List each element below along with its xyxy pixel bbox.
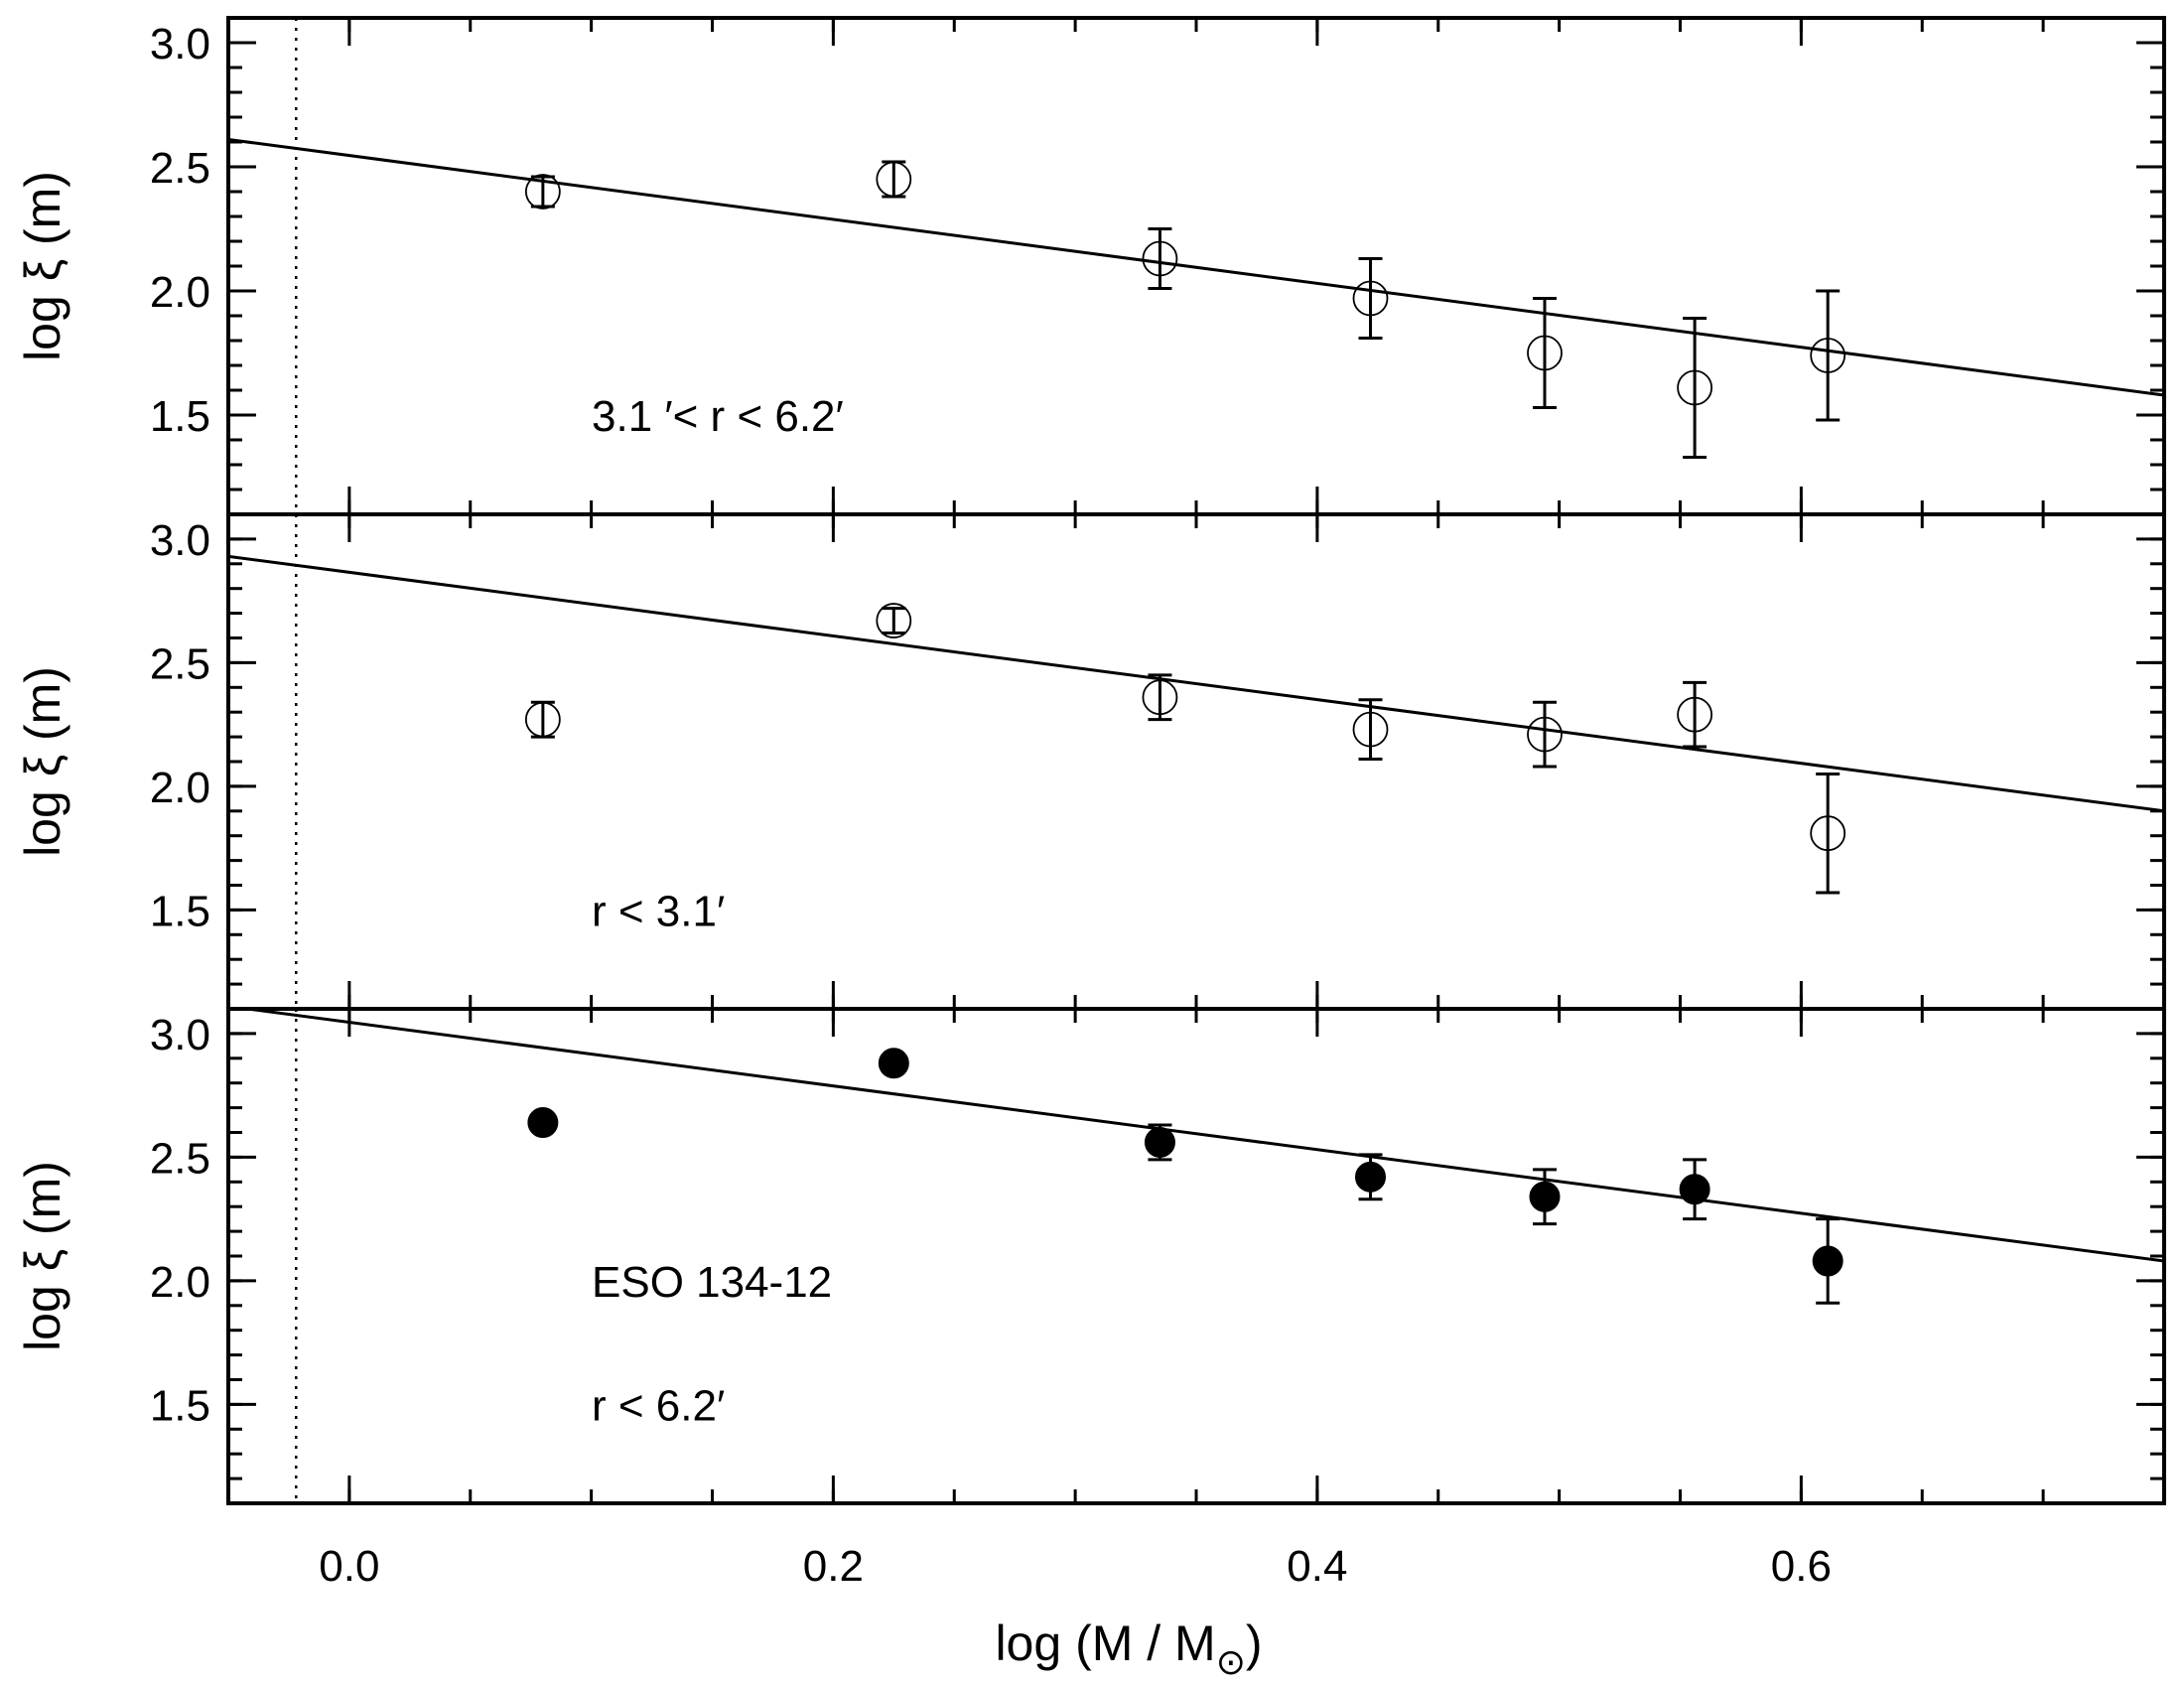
- data-point-open: [1677, 696, 1713, 733]
- x-tick-label: 0.2: [803, 1542, 864, 1591]
- y-tick-label: 3.0: [150, 20, 210, 69]
- data-point-filled: [878, 1048, 909, 1079]
- panel-annotation: 3.1 ′< r < 6.2′: [592, 392, 844, 441]
- panel-annotation: r < 6.2′: [592, 1381, 725, 1430]
- data-point-filled: [1144, 1126, 1175, 1158]
- x-axis-title-main: log (M / M: [995, 1616, 1215, 1671]
- data-point-filled: [527, 1107, 559, 1139]
- y-tick-label: 1.5: [150, 887, 210, 935]
- data-point-open: [1352, 280, 1389, 317]
- fit-line: [228, 138, 2164, 397]
- y-axis-title: log ξ (m): [15, 171, 70, 361]
- plot-layer: 1.5 2.0 2.5 3.0 3.1 ′< r < 6.2′ log ξ (m) 1.5 2…: [15, 16, 2166, 1591]
- data-point-open: [1677, 369, 1713, 406]
- data-point-open: [1527, 335, 1563, 371]
- y-axis-title: log ξ (m): [15, 666, 70, 857]
- data-point-filled: [1529, 1181, 1561, 1212]
- data-point-filled: [1812, 1245, 1843, 1277]
- y-tick-label: 2.0: [150, 764, 210, 812]
- x-tick-label: 0.4: [1287, 1542, 1347, 1591]
- x-axis-title-close: ): [1246, 1616, 1263, 1671]
- data-point-filled: [1679, 1174, 1710, 1205]
- data-point-open: [1527, 716, 1563, 753]
- y-tick-label: 3.0: [150, 516, 210, 565]
- data-point-open: [524, 174, 561, 210]
- y-tick-label: 3.0: [150, 1011, 210, 1059]
- data-point-open: [1810, 338, 1846, 373]
- data-point-open: [1142, 240, 1178, 277]
- x-tick-label: 0.0: [319, 1542, 379, 1591]
- x-axis-title-sub: ⊙: [1216, 1641, 1246, 1682]
- panel-annotation: ESO 134-12: [592, 1258, 832, 1307]
- data-point-open: [876, 603, 912, 638]
- fit-line: [235, 1009, 2164, 1263]
- fit-line: [228, 554, 2164, 813]
- y-tick-label: 2.5: [150, 144, 210, 193]
- panel-3: 1.5 2.0 2.5 3.0 ESO 134-12 r < 6.2′ log ξ (m): [15, 1007, 2166, 1505]
- data-point-open: [876, 161, 912, 198]
- data-point-open: [1352, 711, 1389, 748]
- y-tick-label: 2.0: [150, 1258, 210, 1307]
- panel-1: 1.5 2.0 2.5 3.0 3.1 ′< r < 6.2′ log ξ (m): [15, 16, 2166, 516]
- data-point-open: [524, 701, 561, 738]
- data-point-filled: [1355, 1161, 1386, 1193]
- data-point-open: [1810, 815, 1846, 852]
- y-tick-label: 2.0: [150, 268, 210, 317]
- panel-frame: [226, 1007, 2166, 1505]
- y-tick-label: 1.5: [150, 1381, 210, 1430]
- x-tick-label: 0.6: [1771, 1542, 1832, 1591]
- y-axis-title: log ξ (m): [15, 1161, 70, 1351]
- x-axis-title: log (M / M⊙): [995, 1616, 1262, 1682]
- y-tick-label: 2.5: [150, 639, 210, 688]
- y-tick-label: 1.5: [150, 392, 210, 441]
- y-tick-label: 2.5: [150, 1134, 210, 1183]
- data-point-open: [1142, 679, 1178, 716]
- panel-annotation: r < 3.1′: [592, 887, 725, 935]
